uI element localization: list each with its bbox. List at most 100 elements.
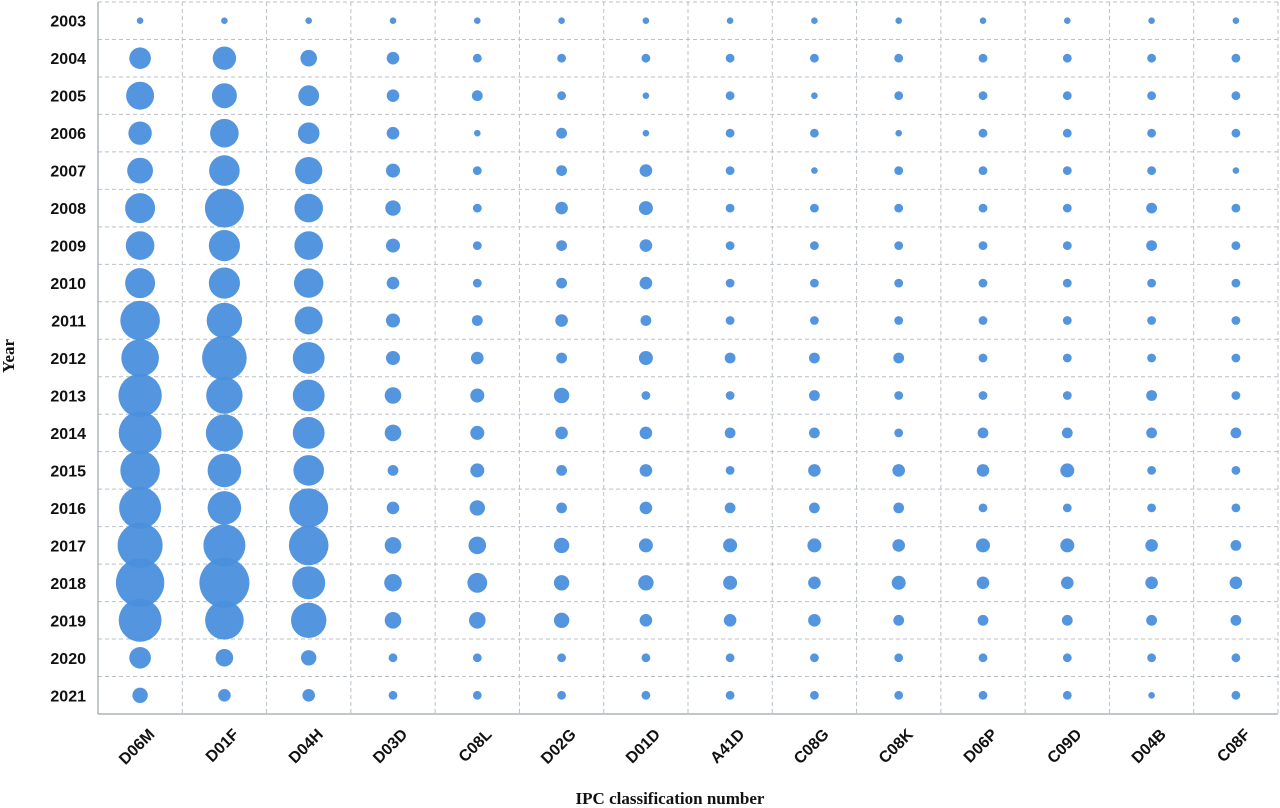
y-tick-label: 2013 [50, 388, 86, 405]
bubble-D01F-2015 [207, 453, 242, 488]
y-tick-label: 2014 [50, 426, 86, 443]
bubble-D04H-2016 [289, 488, 329, 528]
bubble-C09D-2008 [1062, 203, 1072, 213]
bubble-D06P-2010 [978, 278, 988, 288]
grid-lines [97, 1, 1279, 715]
bubble-D04B-2004 [1147, 53, 1156, 63]
bubble-D06M-2008 [125, 193, 156, 224]
bubble-C08K-2011 [894, 316, 904, 325]
bubble-D01F-2005 [211, 83, 237, 109]
bubble-C08L-2003 [474, 17, 481, 25]
bubble-D06M-2019 [118, 598, 162, 642]
bubble-D02G-2018 [553, 575, 570, 591]
bubble-D03D-2016 [386, 501, 400, 515]
bubble-C09D-2005 [1062, 91, 1072, 101]
bubble-D04H-2003 [305, 17, 313, 25]
bubble-C08F-2011 [1231, 316, 1241, 325]
bubble-D02G-2013 [553, 387, 570, 404]
bubble-D06P-2014 [977, 427, 989, 439]
x-tick-label: C08F [1214, 726, 1254, 766]
bubble-D02G-2008 [555, 201, 568, 215]
bubble-C08L-2005 [471, 90, 483, 102]
bubble-C08F-2006 [1231, 128, 1241, 138]
bubble-C08K-2009 [894, 241, 904, 251]
bubble-D06P-2004 [978, 53, 988, 63]
bubble-C08G-2009 [810, 241, 819, 251]
x-tick-label: D04H [286, 726, 327, 767]
bubble-D01F-2014 [205, 414, 243, 452]
bubble-A41D-2019 [723, 614, 737, 627]
y-tick-label: 2016 [50, 501, 86, 518]
bubble-D02G-2006 [556, 127, 567, 139]
bubble-D06P-2018 [976, 576, 990, 590]
bubble-A41D-2014 [724, 427, 736, 439]
bubble-D06P-2016 [978, 503, 988, 513]
bubble-C08G-2003 [811, 17, 818, 25]
bubble-C09D-2017 [1060, 538, 1075, 553]
bubble-D06P-2006 [978, 128, 988, 138]
bubble-C08L-2007 [472, 166, 482, 176]
bubble-C08G-2012 [809, 352, 820, 364]
bubble-A41D-2020 [725, 653, 735, 663]
bubble-D01D-2010 [639, 276, 653, 290]
bubble-D06P-2011 [978, 316, 988, 325]
x-tick-label: A41D [707, 726, 748, 767]
bubble-C08F-2010 [1231, 278, 1241, 288]
bubble-D02G-2014 [555, 426, 568, 440]
bubble-D01D-2020 [641, 653, 651, 663]
bubble-D01F-2019 [205, 601, 244, 640]
bubble-C08F-2008 [1231, 203, 1241, 213]
y-tick-label: 2010 [50, 276, 86, 293]
bubble-D06P-2013 [978, 391, 988, 400]
bubble-D03D-2006 [386, 126, 400, 140]
bubble-C09D-2014 [1061, 427, 1073, 439]
bubble-D03D-2018 [384, 574, 402, 592]
bubble-C09D-2019 [1061, 614, 1073, 626]
bubble-A41D-2017 [723, 538, 738, 553]
bubble-D04B-2020 [1147, 653, 1156, 663]
bubble-C08K-2007 [894, 166, 904, 176]
bubble-D03D-2021 [388, 690, 398, 700]
bubble-D02G-2009 [556, 240, 567, 252]
bubble-C08L-2017 [468, 536, 487, 555]
y-tick-label: 2009 [50, 239, 86, 256]
x-axis-title: IPC classification number [576, 789, 765, 808]
bubble-A41D-2004 [725, 53, 735, 63]
bubble-C08G-2014 [809, 427, 820, 439]
bubble-D01F-2020 [215, 649, 234, 667]
bubble-D04H-2004 [300, 49, 318, 67]
x-tick-label: D04B [1129, 726, 1170, 767]
y-tick-label: 2005 [50, 89, 86, 106]
bubble-C08G-2007 [811, 167, 818, 174]
bubble-C08L-2021 [472, 690, 482, 700]
bubble-A41D-2003 [726, 17, 734, 25]
bubble-D04B-2015 [1147, 466, 1156, 475]
y-tick-label: 2012 [50, 351, 86, 368]
y-tick-label: 2008 [50, 201, 86, 218]
bubble-D06P-2007 [978, 166, 988, 176]
bubble-A41D-2005 [725, 91, 735, 101]
bubble-D04B-2011 [1147, 316, 1156, 325]
bubble-D06M-2018 [115, 558, 165, 607]
bubble-D02G-2007 [556, 165, 567, 177]
bubble-C08G-2010 [810, 278, 819, 288]
x-tick-labels: D06M D01F D04H D03D C08L D02G D01D A41D C08G C08K… [116, 726, 1254, 769]
y-tick-label: 2006 [50, 126, 86, 143]
bubble-D01F-2013 [206, 377, 243, 414]
bubble-C08G-2008 [810, 203, 819, 213]
bubble-D06P-2017 [976, 538, 990, 553]
bubble-C08G-2017 [807, 538, 822, 553]
bubble-D06P-2005 [978, 91, 988, 101]
y-tick-label: 2015 [50, 463, 86, 480]
bubble-C08K-2012 [893, 352, 905, 364]
bubble-C08K-2005 [894, 91, 904, 101]
bubble-D01D-2017 [638, 538, 653, 553]
bubble-D01D-2007 [639, 164, 653, 177]
bubble-D04B-2005 [1147, 91, 1156, 101]
bubble-D01F-2009 [208, 230, 240, 262]
bubble-C08L-2015 [470, 463, 485, 478]
bubble-D03D-2012 [386, 351, 400, 365]
bubble-D04H-2015 [293, 455, 325, 486]
bubble-D01D-2008 [638, 201, 653, 216]
